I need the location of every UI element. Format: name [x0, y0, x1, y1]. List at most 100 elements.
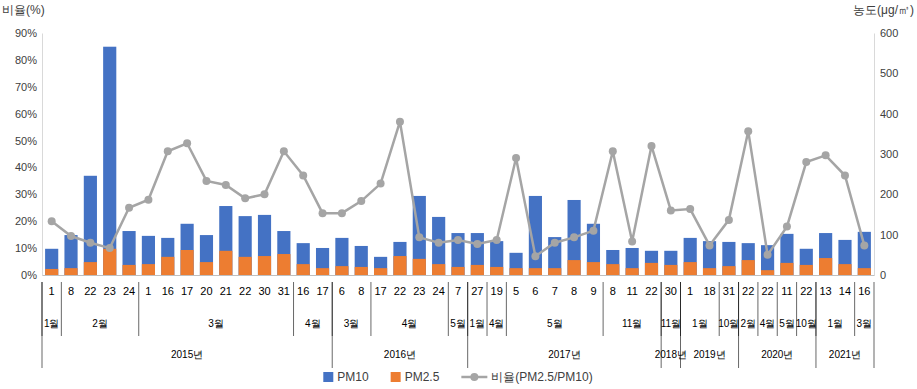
tick: 600 — [874, 27, 898, 39]
separator — [719, 282, 720, 336]
separator — [293, 282, 294, 336]
bar — [742, 243, 755, 275]
legend-swatch — [470, 373, 478, 381]
tick: 8 — [610, 275, 616, 297]
legend-label: 비율(PM2.5/PM10) — [491, 370, 592, 384]
tick: 1 — [145, 275, 151, 297]
marker — [377, 180, 385, 188]
y-axis: 0%10%20%30%40%50%60%70%80%90% — [15, 27, 43, 281]
tick-label: 100 — [880, 229, 898, 241]
month-label: 5월 — [450, 318, 466, 329]
bar — [684, 262, 697, 275]
tick: 8 — [358, 275, 364, 297]
marker — [570, 233, 578, 241]
month-label: 2월 — [740, 318, 756, 329]
tick: 80% — [15, 54, 42, 66]
marker — [144, 196, 152, 204]
tick-label: 16 — [297, 285, 309, 297]
year-label: 2020년 — [761, 349, 793, 360]
bar — [800, 265, 813, 275]
bar — [722, 266, 735, 275]
marker — [841, 172, 849, 180]
bar — [548, 237, 561, 275]
marker — [299, 172, 307, 180]
tick: 14 — [839, 275, 851, 297]
marker — [609, 147, 617, 155]
bar — [509, 268, 522, 275]
tick-label: 8 — [571, 285, 577, 297]
separator — [138, 282, 139, 336]
month-label: 4월 — [489, 318, 505, 329]
bar — [742, 260, 755, 275]
marker — [783, 223, 791, 231]
legend-item: 비율(PM2.5/PM10) — [461, 370, 592, 384]
legend-swatch — [391, 372, 401, 382]
marker — [667, 206, 675, 214]
tick-label: 22 — [800, 285, 812, 297]
bar — [181, 250, 194, 275]
axis-line — [43, 275, 875, 276]
tick-label: 90% — [15, 27, 37, 39]
tick: 22 — [761, 275, 773, 297]
bar — [451, 267, 464, 275]
separator — [467, 282, 468, 368]
bar — [645, 263, 658, 275]
tick-label: 60% — [15, 108, 37, 120]
tick-label: 11 — [626, 285, 637, 297]
marker — [106, 244, 114, 252]
bar — [335, 266, 348, 275]
category-levels: 1월2월3월4월3월4월5월1월4월5월11월11월1월10월2월4월5월10월… — [42, 282, 874, 368]
year-label: 2019년 — [693, 349, 725, 360]
tick-label: 40% — [15, 161, 37, 173]
tick-label: 24 — [433, 285, 445, 297]
x-axis: 1822232411617202122303116176817222324727… — [43, 275, 875, 297]
marker — [415, 233, 423, 241]
tick: 100 — [874, 229, 898, 241]
tick-label: 400 — [880, 108, 898, 120]
marker — [164, 147, 172, 155]
tick-label: 1 — [145, 285, 151, 297]
tick-label: 50% — [15, 135, 37, 147]
month-label: 11월 — [622, 318, 642, 329]
tick-label: 1 — [49, 285, 55, 297]
tick-label: 500 — [880, 67, 898, 79]
marker — [338, 209, 346, 217]
bar — [277, 231, 290, 275]
tick-label: 30 — [665, 285, 677, 297]
bar — [239, 257, 252, 275]
tick-label: 10% — [15, 242, 37, 254]
tick: 9 — [590, 275, 596, 297]
month-label: 1월 — [470, 318, 486, 329]
bar — [45, 269, 58, 275]
bar — [122, 231, 135, 275]
bar — [161, 238, 174, 275]
separator — [506, 282, 507, 336]
separator — [42, 282, 43, 368]
marker — [86, 239, 94, 247]
tick-label: 600 — [880, 27, 898, 39]
tick: 8 — [68, 275, 74, 297]
tick: 6 — [532, 275, 538, 297]
tick: 6 — [339, 275, 345, 297]
tick-label: 8 — [610, 285, 616, 297]
tick: 70% — [15, 81, 42, 93]
marker — [686, 205, 694, 213]
tick-label: 17 — [374, 285, 386, 297]
bar — [355, 246, 368, 275]
bar — [181, 224, 194, 275]
bar — [374, 257, 387, 275]
tick: 24 — [433, 275, 445, 297]
bar — [142, 264, 155, 275]
separator — [61, 282, 62, 336]
tick-label: 20% — [15, 215, 37, 227]
separator — [796, 282, 797, 336]
bar — [45, 249, 58, 275]
bar — [200, 262, 213, 275]
tick: 300 — [874, 148, 898, 160]
separator — [680, 282, 681, 368]
tick-label: 13 — [820, 285, 832, 297]
tick-label: 20 — [200, 285, 212, 297]
tick: 17 — [316, 275, 328, 297]
bar — [838, 240, 851, 275]
marker — [531, 252, 539, 260]
